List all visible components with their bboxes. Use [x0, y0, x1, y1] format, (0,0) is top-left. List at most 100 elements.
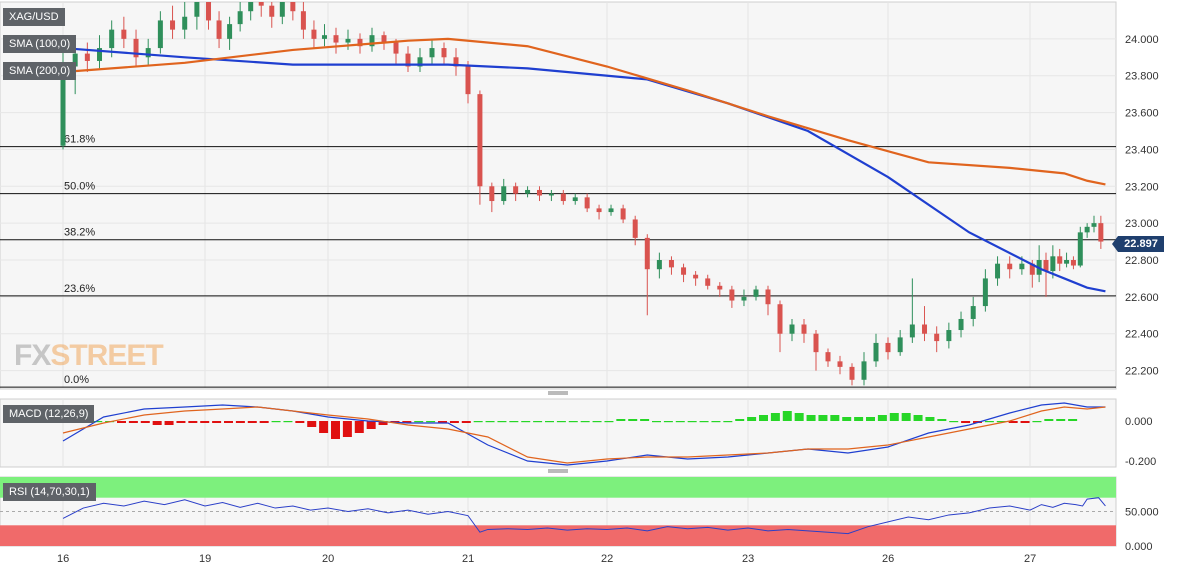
x-tick-label: 23 [742, 553, 754, 565]
candle-body [1091, 223, 1097, 227]
sma200-line [62, 37, 1106, 186]
candle-body [369, 35, 375, 47]
fib-label: 23.6% [64, 283, 95, 295]
rsi-y-tick-label: 0.000 [1125, 541, 1153, 553]
macd-histogram-bar [711, 421, 721, 423]
candle-body [97, 48, 103, 61]
candle-body [237, 11, 243, 25]
watermark-street: STREET [50, 339, 163, 372]
candle-body [453, 57, 459, 67]
candle-body [465, 66, 471, 95]
macd-histogram-bar [319, 421, 329, 433]
macd-histogram-bar [140, 421, 150, 423]
macd-histogram-bar [164, 421, 174, 425]
macd-histogram-bar [521, 421, 531, 423]
y-tick-label: 23.000 [1125, 218, 1159, 230]
candle-body [620, 208, 626, 220]
y-tick-label: 23.600 [1125, 108, 1159, 120]
candle-body [705, 278, 711, 286]
macd-histogram-bar [283, 421, 293, 423]
candle-body [1064, 260, 1070, 264]
macd-histogram-bar [378, 421, 388, 425]
candle-body [825, 352, 831, 362]
candle-body [345, 38, 351, 43]
candle-body [227, 24, 233, 39]
candle-body [837, 361, 843, 367]
candle-body [632, 219, 638, 238]
macd-histogram-bar [628, 419, 638, 421]
macd-histogram-bar [1032, 421, 1042, 423]
candle-body [668, 260, 674, 268]
macd-histogram-bar [782, 411, 792, 421]
candle-body [405, 53, 411, 67]
macd-histogram-bar [877, 415, 887, 421]
candle-body [958, 318, 964, 331]
rsi-line [62, 497, 1106, 535]
candle-body [109, 29, 115, 49]
candle-body [909, 324, 915, 338]
macd-histogram-bar [1020, 421, 1030, 423]
rsi-overbought-zone [0, 477, 1116, 498]
macd-histogram-bar [794, 413, 804, 421]
candle-body [216, 20, 222, 39]
candle-body [121, 29, 127, 39]
macd-histogram-bar [699, 421, 709, 423]
macd-histogram-bar [128, 421, 138, 423]
candle-body [681, 267, 687, 275]
macd-histogram-bar [842, 417, 852, 421]
legend-sma200[interactable]: SMA (200,0) [3, 62, 77, 80]
candle-body [269, 5, 275, 17]
macd-histogram-bar [901, 413, 911, 421]
candle-body [321, 35, 327, 39]
macd-histogram-bar [735, 419, 745, 421]
macd-histogram-bar [295, 421, 305, 423]
candle-body [357, 38, 363, 47]
candle-body [873, 342, 879, 362]
candle-body [741, 296, 747, 301]
candle-body [596, 208, 602, 213]
candle-body [279, 2, 285, 17]
macd-histogram-bar [545, 421, 554, 423]
candle-body [1057, 256, 1063, 264]
candle-body [1029, 263, 1035, 275]
y-tick-label: 22.400 [1125, 329, 1159, 341]
macd-histogram-bar [235, 421, 245, 423]
macd-histogram-bar [366, 421, 376, 429]
x-tick-label: 20 [322, 553, 334, 565]
candle-body [765, 289, 771, 305]
watermark-fx: FX [14, 339, 51, 372]
macd-histogram-bar [200, 421, 210, 423]
candle-body [1070, 260, 1076, 266]
fib-label: 0.0% [64, 374, 89, 386]
candle-body [717, 285, 723, 290]
macd-histogram-bar [806, 415, 816, 421]
candle-body [429, 48, 435, 58]
macd-histogram-bar [461, 421, 471, 423]
legend-macd[interactable]: MACD (12,26,9) [3, 405, 95, 423]
candle-body [393, 42, 399, 54]
macd-histogram-bar [212, 421, 222, 423]
candle-body [982, 278, 988, 307]
legend-rsi[interactable]: RSI (14,70,30,1) [3, 483, 96, 501]
candle-body [693, 274, 699, 279]
candle-body [608, 208, 614, 213]
candle-body [145, 48, 151, 58]
candle-body [513, 186, 519, 194]
candle-body [333, 35, 339, 43]
legend-sma100[interactable]: SMA (100,0) [3, 35, 77, 53]
macd-histogram-bar [509, 421, 519, 423]
x-tick-label: 22 [601, 553, 613, 565]
candle-body [381, 35, 387, 43]
macd-histogram-bar [176, 421, 186, 423]
candle-body [1019, 263, 1025, 270]
macd-histogram-bar [592, 421, 602, 423]
instrument-label: XAG/USD [3, 8, 65, 26]
candle-body [441, 48, 447, 58]
macd-histogram-bar [449, 421, 459, 423]
candle-body [1084, 226, 1090, 233]
macd-histogram-bar [533, 421, 543, 423]
candle-body [489, 186, 495, 202]
candle-body [536, 189, 542, 196]
candle-body [1043, 260, 1049, 272]
rsi-y-tick-label: 50.000 [1125, 507, 1159, 519]
